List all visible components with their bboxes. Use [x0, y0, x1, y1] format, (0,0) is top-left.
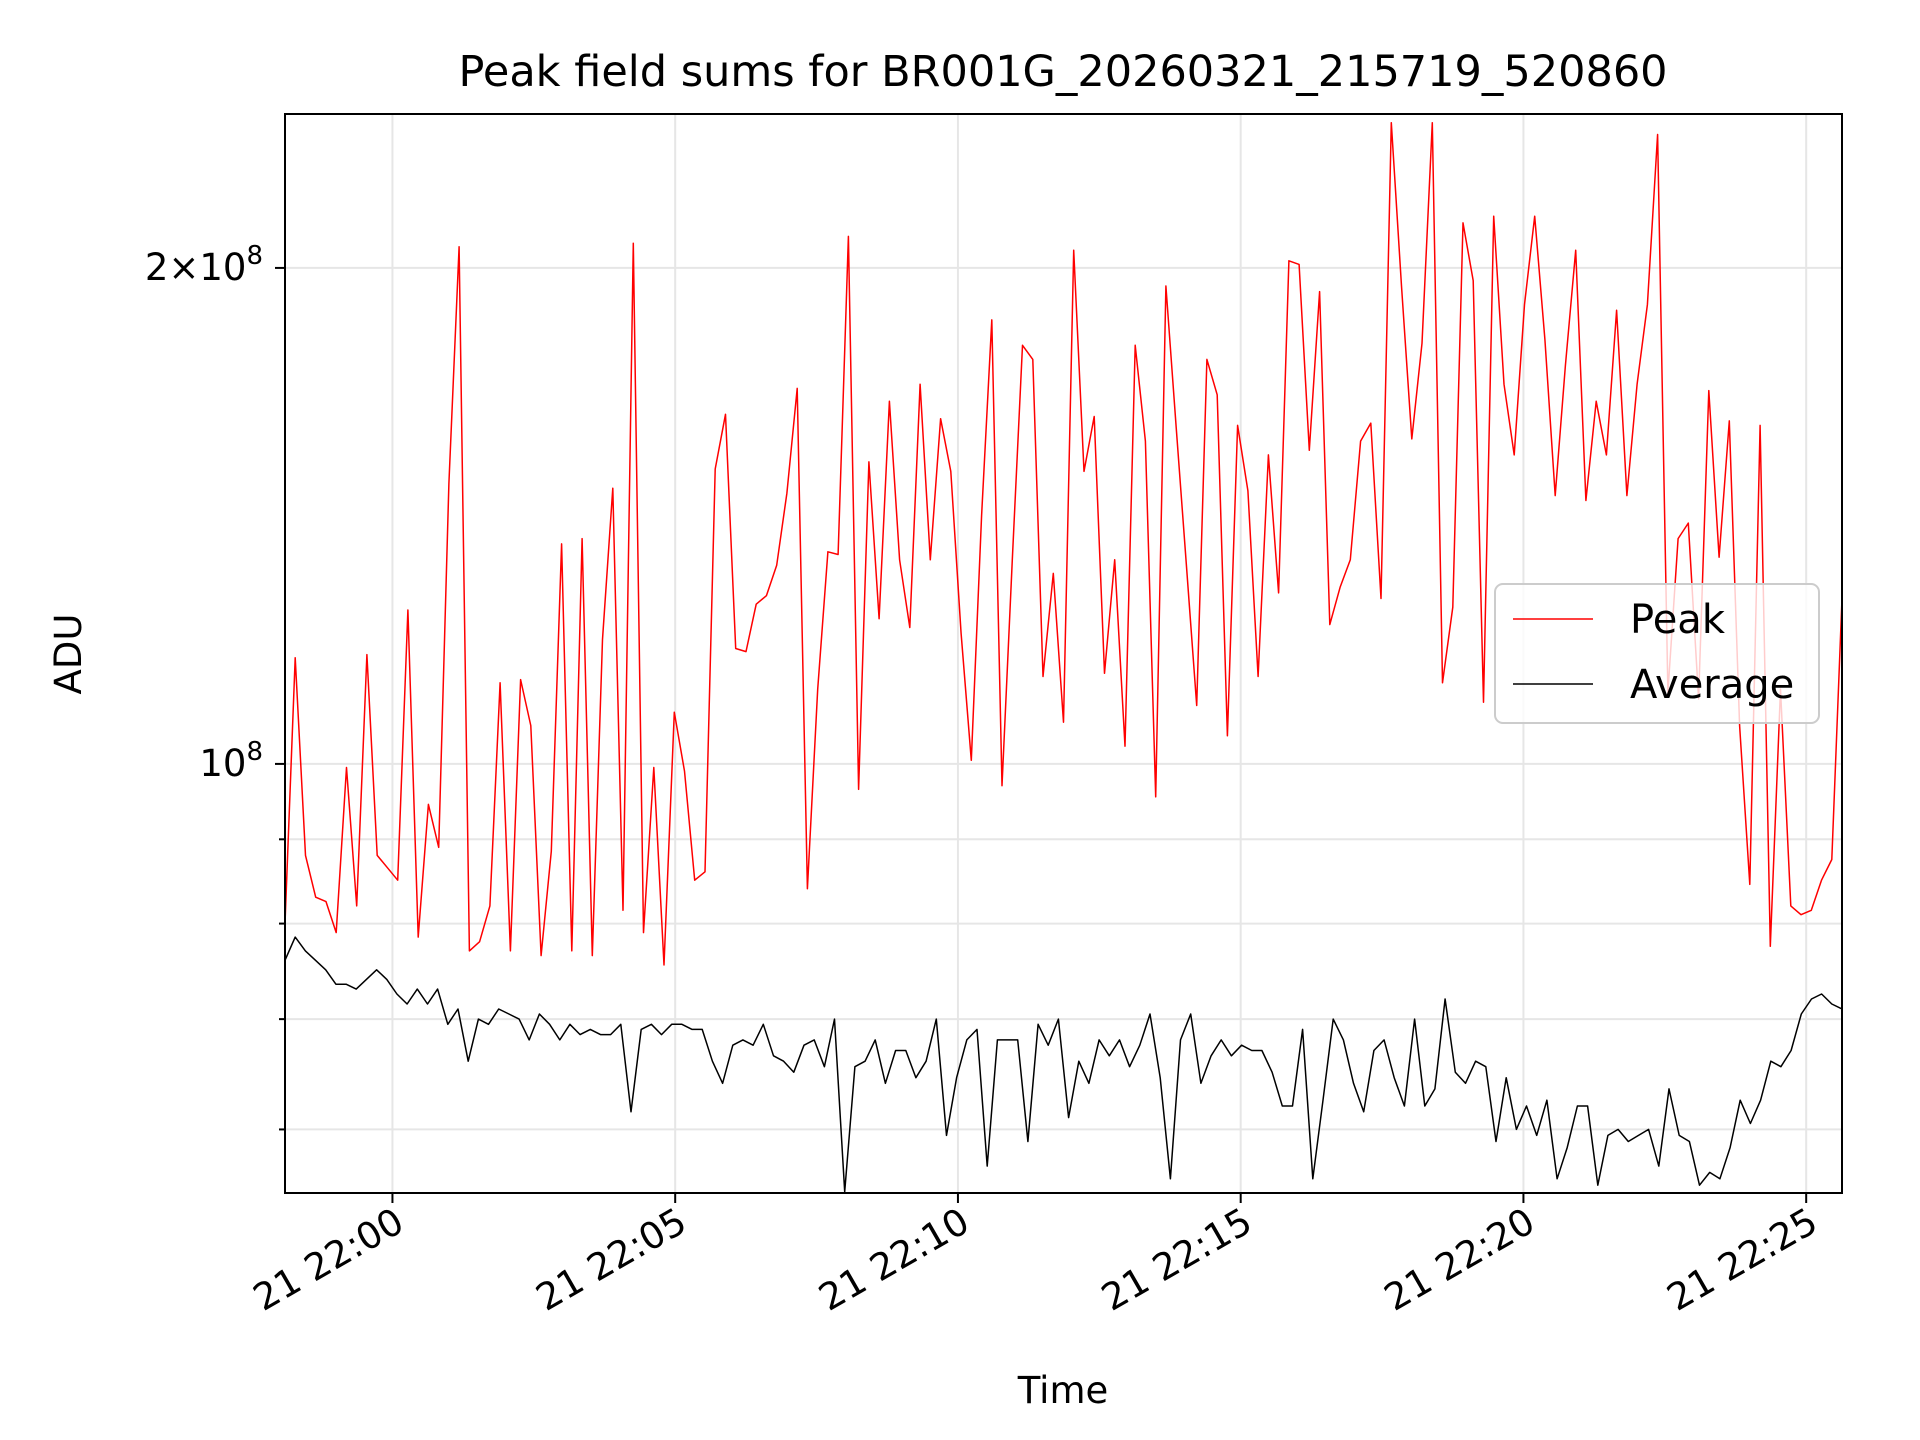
- y-axis-label: ADU: [47, 614, 90, 695]
- chart-title: Peak field sums for BR001G_20260321_2157…: [458, 47, 1667, 97]
- grid: [285, 114, 1842, 1193]
- legend-label-peak: Peak: [1630, 597, 1726, 643]
- y-axis: 108 2×108: [145, 241, 285, 1131]
- y-tick-label: 2×108: [145, 241, 263, 289]
- legend: Peak Average: [1494, 583, 1820, 724]
- y-tick-label: 108: [199, 737, 263, 785]
- x-axis-label: Time: [1017, 1369, 1109, 1412]
- series-line-average: [285, 936, 1842, 1193]
- plot-frame: [284, 113, 1843, 1194]
- series-layer: [285, 121, 1842, 1193]
- legend-label-average: Average: [1630, 662, 1794, 708]
- series-line-peak: [285, 121, 1842, 966]
